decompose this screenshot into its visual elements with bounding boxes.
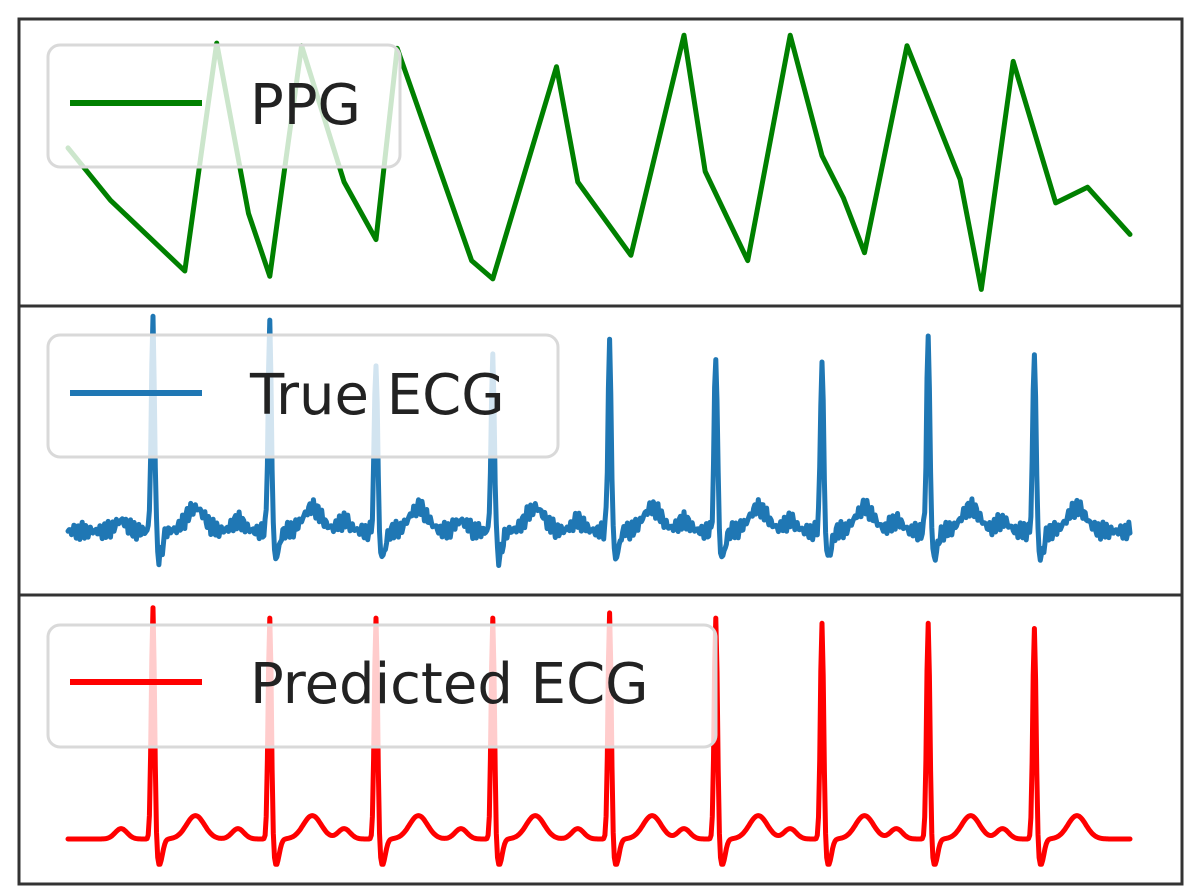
predicted-ecg-legend-box: [46, 623, 718, 749]
true-ecg-legend: True ECG: [46, 333, 560, 459]
true-ecg-line: [65, 313, 1133, 568]
ppg-legend-box: [46, 43, 402, 169]
predicted-ecg-legend-label: Predicted ECG: [250, 652, 649, 717]
predicted-ecg-panel: Predicted ECG: [17, 593, 1184, 886]
true-ecg-legend-label: True ECG: [249, 363, 505, 428]
ppg-legend: PPG: [46, 43, 402, 169]
true-ecg-panel: True ECG: [17, 304, 1184, 597]
ppg-line: [65, 32, 1133, 292]
ppg-legend-label: PPG: [250, 73, 361, 138]
true-ecg-legend-box: [46, 333, 560, 459]
predicted-ecg-line: [65, 605, 1133, 867]
predicted-ecg-legend: Predicted ECG: [46, 623, 718, 749]
ppg-panel: PPG: [17, 17, 1184, 308]
